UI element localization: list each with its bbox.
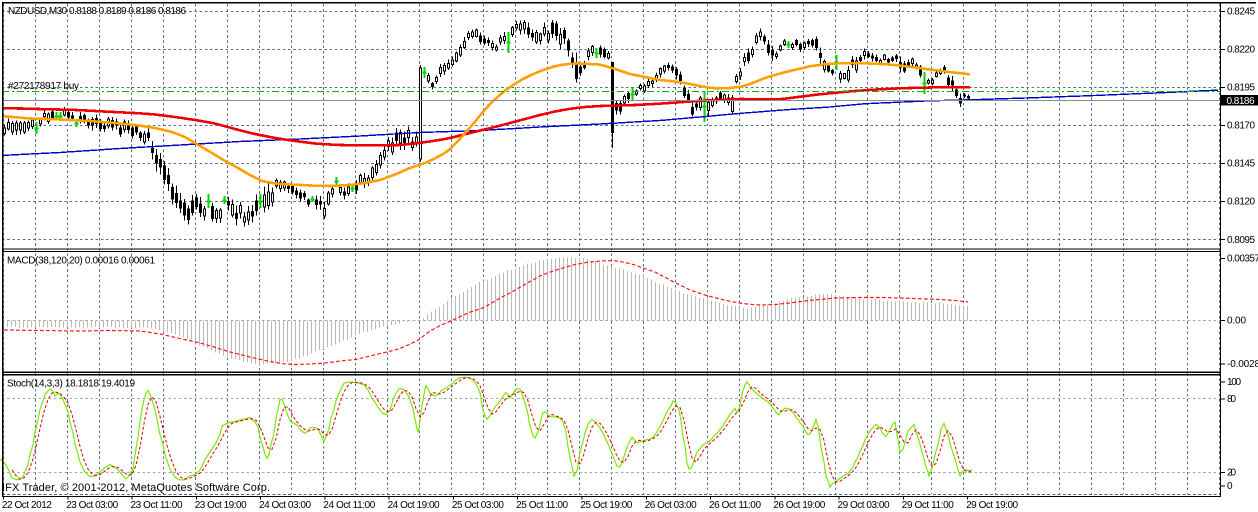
svg-text:26 Oct 19:00: 26 Oct 19:00 bbox=[773, 500, 825, 511]
svg-text:Stoch(14,3,3) 18.1818 19.4019: Stoch(14,3,3) 18.1818 19.4019 bbox=[7, 379, 135, 390]
svg-text:20: 20 bbox=[1227, 468, 1236, 479]
svg-text:0.00357: 0.00357 bbox=[1227, 254, 1258, 265]
svg-text:-0.0028: -0.0028 bbox=[1227, 359, 1258, 370]
svg-text:25 Oct 11:00: 25 Oct 11:00 bbox=[516, 500, 568, 511]
svg-text:0.8120: 0.8120 bbox=[1227, 197, 1255, 208]
svg-text:23 Oct 19:00: 23 Oct 19:00 bbox=[195, 500, 247, 511]
svg-text:IFX Trader, © 2001-2012, MetaQ: IFX Trader, © 2001-2012, MetaQuotes Soft… bbox=[2, 482, 270, 494]
svg-text:0.8170: 0.8170 bbox=[1227, 121, 1255, 132]
svg-text:29 Oct 03:00: 29 Oct 03:00 bbox=[838, 500, 890, 511]
svg-text:23 Oct 03:00: 23 Oct 03:00 bbox=[66, 500, 118, 511]
svg-text:100: 100 bbox=[1227, 377, 1241, 388]
svg-text:0.8245: 0.8245 bbox=[1227, 7, 1255, 18]
svg-text:24 Oct 03:00: 24 Oct 03:00 bbox=[259, 500, 311, 511]
svg-text:0.8220: 0.8220 bbox=[1227, 45, 1255, 56]
svg-text:#272178917 buy: #272178917 buy bbox=[8, 81, 79, 92]
svg-text:26 Oct 03:00: 26 Oct 03:00 bbox=[645, 500, 697, 511]
svg-text:25 Oct 03:00: 25 Oct 03:00 bbox=[452, 500, 504, 511]
svg-text:23 Oct 11:00: 23 Oct 11:00 bbox=[131, 500, 183, 511]
svg-text:26 Oct 11:00: 26 Oct 11:00 bbox=[709, 500, 761, 511]
svg-text:0.8095: 0.8095 bbox=[1227, 235, 1255, 246]
svg-text:29 Oct 19:00: 29 Oct 19:00 bbox=[966, 500, 1018, 511]
svg-text:29 Oct 11:00: 29 Oct 11:00 bbox=[902, 500, 954, 511]
svg-text:25 Oct 19:00: 25 Oct 19:00 bbox=[580, 500, 632, 511]
svg-text:22 Oct 2012: 22 Oct 2012 bbox=[2, 500, 52, 511]
svg-text:0: 0 bbox=[1227, 481, 1233, 492]
svg-text:80: 80 bbox=[1227, 394, 1236, 405]
svg-text:NZDUSD,M30 0.8188 0.8189 0.81: NZDUSD,M30 0.8188 0.8189 0.8186 0.8186 bbox=[8, 6, 186, 17]
svg-text:0.00: 0.00 bbox=[1227, 316, 1246, 327]
svg-text:0.8186: 0.8186 bbox=[1227, 96, 1255, 107]
svg-text:MACD(38,120,20) 0.00016 0.0006: MACD(38,120,20) 0.00016 0.00061 bbox=[7, 256, 155, 267]
svg-text:24 Oct 11:00: 24 Oct 11:00 bbox=[323, 500, 375, 511]
svg-text:24 Oct 19:00: 24 Oct 19:00 bbox=[388, 500, 440, 511]
svg-text:0.8195: 0.8195 bbox=[1227, 83, 1255, 94]
svg-text:0.8145: 0.8145 bbox=[1227, 159, 1255, 170]
